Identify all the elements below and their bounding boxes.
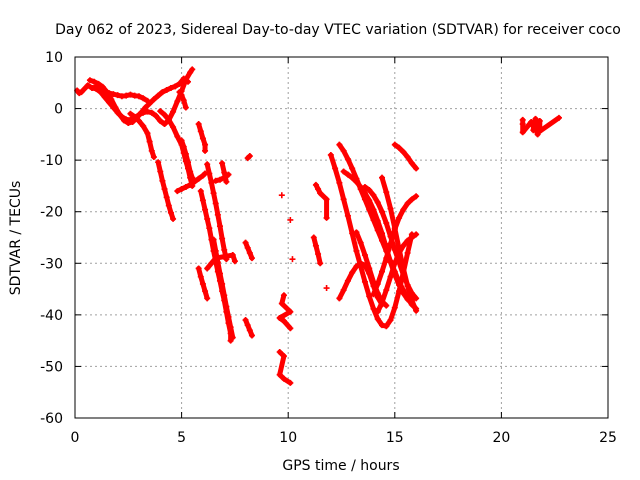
- y-tick-label: -60: [40, 411, 63, 427]
- data-point: [323, 285, 330, 292]
- data-point: [317, 260, 324, 267]
- point-cluster: [281, 318, 293, 331]
- data-point: [231, 258, 238, 265]
- x-tick-label: 15: [386, 430, 404, 446]
- series-sat-ac: [374, 231, 420, 315]
- x-tick-label: 0: [71, 430, 80, 446]
- y-tick-label: 0: [54, 102, 63, 118]
- series-sat-s: [310, 181, 330, 292]
- data-point: [413, 295, 420, 302]
- series-sat-p: [219, 160, 230, 185]
- series-sat-o: [195, 265, 211, 302]
- data-point: [413, 193, 420, 200]
- data-point: [229, 334, 236, 341]
- data-point: [383, 302, 390, 309]
- series-sat-y: [391, 141, 420, 172]
- data-point: [287, 379, 294, 386]
- point-cluster: [277, 353, 287, 378]
- data-point: [202, 147, 209, 154]
- data-point: [223, 178, 230, 185]
- point-cluster: [537, 115, 562, 134]
- series-sat-ab: [379, 174, 420, 314]
- chart-title: Day 062 of 2023, Sidereal Day-to-day VTE…: [55, 22, 621, 38]
- data-point: [189, 66, 196, 73]
- series-sat-q: [242, 153, 255, 339]
- y-tick-label: -50: [40, 359, 63, 375]
- data-point: [289, 256, 296, 263]
- data-point: [189, 174, 196, 181]
- series-sat-h: [178, 137, 196, 181]
- data-point: [204, 295, 211, 302]
- y-tick-label: 10: [45, 50, 63, 66]
- data-point: [170, 215, 177, 222]
- series-sat-ad: [519, 114, 562, 138]
- x-axis-label: GPS time / hours: [282, 458, 399, 474]
- series-sat-f: [155, 159, 177, 222]
- grid: [75, 57, 608, 418]
- series-sat-d: [127, 110, 157, 161]
- x-tick-label: 20: [492, 430, 510, 446]
- point-cluster: [392, 225, 402, 252]
- x-tick-label: 10: [279, 430, 297, 446]
- data-point: [413, 307, 420, 314]
- data-point: [287, 216, 294, 223]
- data-point: [150, 154, 157, 161]
- point-cluster: [388, 206, 398, 231]
- series-sat-j: [195, 121, 209, 154]
- data-point: [287, 325, 294, 332]
- data-point: [248, 332, 255, 339]
- y-tick-label: -10: [40, 153, 63, 169]
- series-sat-i: [174, 170, 209, 195]
- data-point: [182, 104, 189, 111]
- data-series: [74, 66, 562, 386]
- x-tick-label: 5: [177, 430, 186, 446]
- series-sat-g: [176, 89, 189, 111]
- y-tick-label: -20: [40, 205, 63, 221]
- y-axis-label: SDTVAR / TECUs: [8, 181, 24, 296]
- series-sat-r: [276, 192, 296, 386]
- series-sat-m: [210, 236, 236, 341]
- series-sat-c: [89, 66, 196, 128]
- y-tick-label: -40: [40, 308, 63, 324]
- data-point: [555, 114, 562, 121]
- data-point: [323, 214, 330, 221]
- y-tick-label: -30: [40, 256, 63, 272]
- data-point: [413, 165, 420, 172]
- data-point: [246, 153, 253, 160]
- data-point: [278, 192, 285, 199]
- plot-frame: [74, 56, 609, 419]
- x-tick-label: 25: [599, 430, 617, 446]
- data-point: [248, 255, 255, 262]
- series-sat-k: [204, 161, 230, 263]
- data-point: [413, 231, 420, 238]
